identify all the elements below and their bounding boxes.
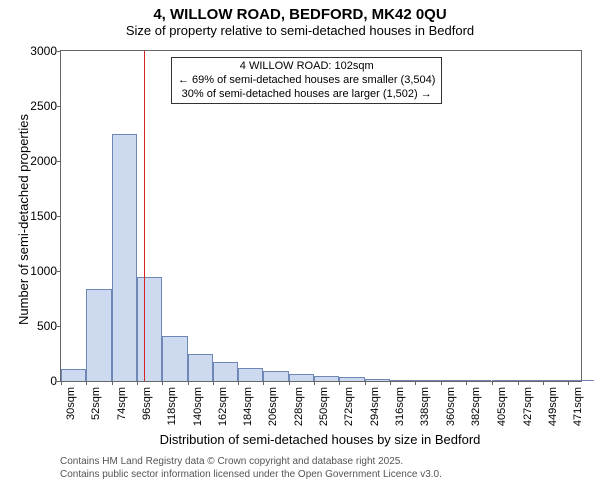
histogram-bar [492, 380, 517, 381]
x-tick-label: 96sqm [141, 387, 153, 420]
y-axis-label: Number of semi-detached properties [16, 114, 31, 325]
x-tick-label: 471sqm [572, 387, 584, 426]
y-tick [57, 326, 61, 327]
x-tick [238, 381, 239, 385]
x-tick [162, 381, 163, 385]
x-tick [365, 381, 366, 385]
y-tick [57, 106, 61, 107]
x-tick [568, 381, 569, 385]
histogram-bar [339, 377, 364, 381]
y-tick [57, 216, 61, 217]
x-tick [137, 381, 138, 385]
x-tick-label: 30sqm [65, 387, 77, 420]
x-tick [188, 381, 189, 385]
x-tick-label: 449sqm [547, 387, 559, 426]
x-tick [441, 381, 442, 385]
histogram-bar [390, 380, 415, 381]
histogram-bar [213, 362, 238, 381]
x-tick-label: 338sqm [419, 387, 431, 426]
histogram-bar [112, 134, 137, 382]
histogram-bar [441, 380, 466, 381]
footer-line-1: Contains HM Land Registry data © Crown c… [60, 456, 403, 467]
histogram-bar [188, 354, 213, 382]
x-tick-label: 74sqm [116, 387, 128, 420]
histogram-bar [314, 376, 339, 382]
x-tick-label: 140sqm [192, 387, 204, 426]
annotation-line: 30% of semi-detached houses are larger (… [178, 88, 435, 102]
x-tick [466, 381, 467, 385]
histogram-bar [466, 380, 491, 381]
x-tick [543, 381, 544, 385]
x-tick [492, 381, 493, 385]
x-tick-label: 316sqm [394, 387, 406, 426]
x-tick [263, 381, 264, 385]
x-tick [213, 381, 214, 385]
y-tick [57, 161, 61, 162]
histogram-bar [238, 368, 263, 381]
y-tick [57, 51, 61, 52]
histogram-bar [568, 380, 593, 381]
x-tick [314, 381, 315, 385]
plot-area: 0500100015002000250030004 WILLOW ROAD: 1… [60, 50, 582, 382]
histogram-bar [61, 369, 86, 381]
x-tick-label: 272sqm [343, 387, 355, 426]
x-tick-label: 162sqm [217, 387, 229, 426]
histogram-bar [415, 380, 440, 381]
x-tick-label: 360sqm [445, 387, 457, 426]
x-tick [518, 381, 519, 385]
histogram-bar [263, 371, 288, 381]
chart-title: 4, WILLOW ROAD, BEDFORD, MK42 0QU [0, 0, 600, 23]
x-tick-label: 118sqm [166, 387, 178, 425]
chart-container: 4, WILLOW ROAD, BEDFORD, MK42 0QU Size o… [0, 0, 600, 500]
x-tick-label: 206sqm [267, 387, 279, 426]
histogram-bar [86, 289, 111, 381]
x-tick-label: 294sqm [369, 387, 381, 426]
x-tick-label: 52sqm [90, 387, 102, 420]
histogram-bar [518, 380, 543, 381]
x-tick [61, 381, 62, 385]
x-tick-label: 382sqm [470, 387, 482, 426]
x-tick-label: 184sqm [242, 387, 254, 426]
annotation-line: 4 WILLOW ROAD: 102sqm [178, 60, 435, 74]
histogram-bar [289, 374, 314, 381]
x-tick [390, 381, 391, 385]
x-tick [86, 381, 87, 385]
x-axis-label: Distribution of semi-detached houses by … [60, 432, 580, 447]
x-tick [112, 381, 113, 385]
x-tick-label: 250sqm [318, 387, 330, 426]
histogram-bar [365, 379, 390, 381]
annotation-line: ← 69% of semi-detached houses are smalle… [178, 74, 435, 88]
reference-line [144, 51, 145, 381]
annotation-box: 4 WILLOW ROAD: 102sqm← 69% of semi-detac… [171, 57, 442, 104]
histogram-bar [162, 336, 187, 381]
x-tick-label: 228sqm [293, 387, 305, 426]
chart-subtitle: Size of property relative to semi-detach… [0, 23, 600, 42]
histogram-bar [137, 277, 162, 382]
x-tick [339, 381, 340, 385]
x-tick-label: 405sqm [496, 387, 508, 426]
x-tick [415, 381, 416, 385]
x-tick-label: 427sqm [522, 387, 534, 426]
footer-line-2: Contains public sector information licen… [60, 469, 442, 480]
y-tick [57, 271, 61, 272]
histogram-bar [543, 380, 568, 381]
x-tick [289, 381, 290, 385]
